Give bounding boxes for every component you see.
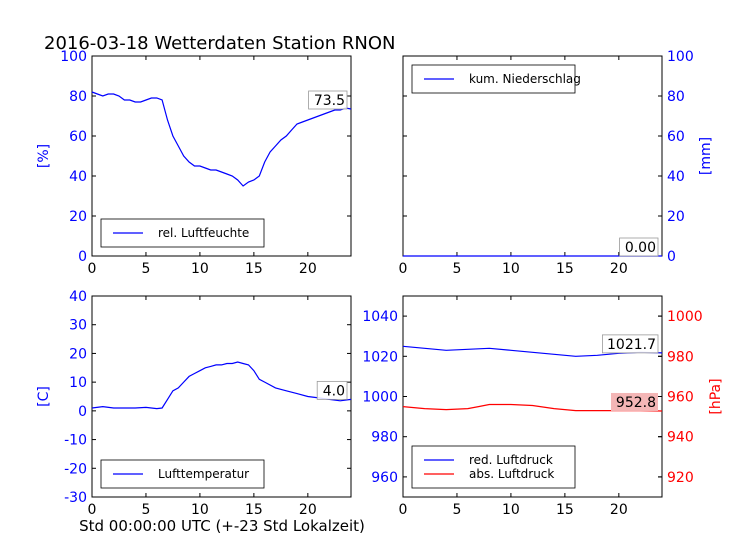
series-line-red-luftdruck: [402, 345, 663, 357]
y-tick-label: 100: [60, 49, 87, 65]
y-tick-label: 80: [69, 89, 87, 105]
legend-label: Lufttemperatur: [158, 467, 249, 481]
chart-panel-bottom-left: 0 5 10 15 20 -30 -20 -10 0 10 20 30 40 [C] 4.0 Lufttemp…: [36, 289, 352, 518]
x-tick-label: 5: [452, 502, 461, 518]
figure-title: 2016-03-18 Wetterdaten Station RNON: [44, 33, 395, 54]
y-tick-label: 10: [69, 375, 87, 391]
value-annotation: 952.8: [616, 395, 656, 411]
y-tick-label: -30: [64, 490, 87, 506]
y-tick-label: 980: [371, 430, 398, 446]
y-right-tick-label: 940: [667, 430, 694, 446]
x-tick-label: 5: [141, 261, 150, 277]
y-tick-label: -20: [64, 461, 87, 477]
y-axis-label: [%]: [36, 144, 52, 168]
y-tick-label: 60: [69, 129, 87, 145]
y-axis-label: [mm]: [698, 137, 714, 175]
x-tick-label: 10: [502, 261, 520, 277]
y-tick-label: 0: [667, 249, 676, 265]
x-tick-label: 20: [610, 261, 628, 277]
value-annotation-box: [308, 90, 348, 110]
y-tick-label: 960: [371, 470, 398, 486]
footer-xlabel: Std 00:00:00 UTC (+-23 Std Lokalzeit): [79, 517, 365, 535]
chart-panel-bottom-right: 0 5 10 15 20 960 980 1000 1020 1040 920 940 960 980 10…: [362, 295, 724, 518]
y-axis-label-right: [hPa]: [708, 378, 724, 414]
y-tick-label: 80: [667, 89, 685, 105]
y-tick-label: 60: [667, 129, 685, 145]
value-annotation-box: [316, 380, 348, 400]
y-axis-label: [C]: [36, 386, 52, 407]
legend-label: kum. Niederschlag: [469, 72, 581, 86]
y-right-tick-label: 960: [667, 390, 694, 406]
y-right-tick-label: 980: [667, 349, 694, 365]
series-line-rel-luftfeuchte: [91, 91, 352, 187]
value-annotation: 4.0: [323, 383, 345, 399]
value-annotation-box: [619, 237, 659, 257]
y-tick-label: 40: [69, 289, 87, 305]
value-annotation-box: [611, 392, 658, 411]
x-tick-label: 0: [88, 502, 97, 518]
plot-frame: [91, 295, 352, 498]
x-tick-label: 10: [191, 261, 209, 277]
legend: rel. Luftfeuchte: [100, 218, 265, 248]
y-tick-label: 1000: [362, 390, 398, 406]
legend: Lufttemperatur: [100, 459, 265, 489]
x-tick-label: 20: [610, 502, 628, 518]
x-tick-label: 15: [556, 261, 574, 277]
x-tick-label: 15: [245, 261, 263, 277]
x-tick-label: 10: [502, 502, 520, 518]
x-tick-label: 5: [141, 502, 150, 518]
x-tick-label: 0: [399, 261, 408, 277]
y-tick-label: 40: [667, 169, 685, 185]
chart-panel-top-right: 0 5 10 15 20 0 20 40 60 80 100 [mm] 0.00 kum. Nieders…: [399, 49, 714, 277]
y-tick-label: 20: [69, 346, 87, 362]
y-tick-label: 30: [69, 318, 87, 334]
value-annotation: 1021.7: [607, 337, 656, 353]
x-tick-label: 0: [88, 261, 97, 277]
y-tick-label: 1020: [362, 349, 398, 365]
y-tick-label: 20: [69, 209, 87, 225]
legend-label: red. Luftdruck: [469, 453, 553, 467]
legend-label: rel. Luftfeuchte: [158, 226, 249, 240]
legend: kum. Niederschlag: [411, 64, 581, 94]
value-annotation: 0.00: [625, 240, 656, 256]
series-line-lufttemperatur: [91, 361, 352, 410]
x-tick-label: 0: [399, 502, 408, 518]
x-tick-label: 5: [452, 261, 461, 277]
x-tick-label: 20: [299, 502, 317, 518]
y-tick-label: -10: [64, 433, 87, 449]
x-tick-label: 20: [299, 261, 317, 277]
chart-panel-top-left: 0 5 10 15 20 0 20 40 60 80 100 [%] 73.5 rel. Luftfeuc…: [36, 49, 352, 277]
x-tick-label: 15: [245, 502, 263, 518]
legend-box: [100, 218, 265, 248]
y-tick-label: 1040: [362, 309, 398, 325]
y-tick-label: 100: [667, 49, 694, 65]
value-annotation: 73.5: [314, 93, 345, 109]
y-right-tick-label: 1000: [667, 309, 703, 325]
legend-label: abs. Luftdruck: [469, 467, 554, 481]
y-tick-label: 40: [69, 169, 87, 185]
plot-frame: [91, 55, 352, 257]
x-tick-label: 15: [556, 502, 574, 518]
value-annotation-box: [602, 334, 659, 354]
y-right-tick-label: 920: [667, 470, 694, 486]
x-tick-label: 10: [191, 502, 209, 518]
y-tick-label: 20: [667, 209, 685, 225]
y-tick-label: 0: [78, 249, 87, 265]
legend-box: [411, 445, 576, 489]
y-tick-label: 0: [78, 404, 87, 420]
